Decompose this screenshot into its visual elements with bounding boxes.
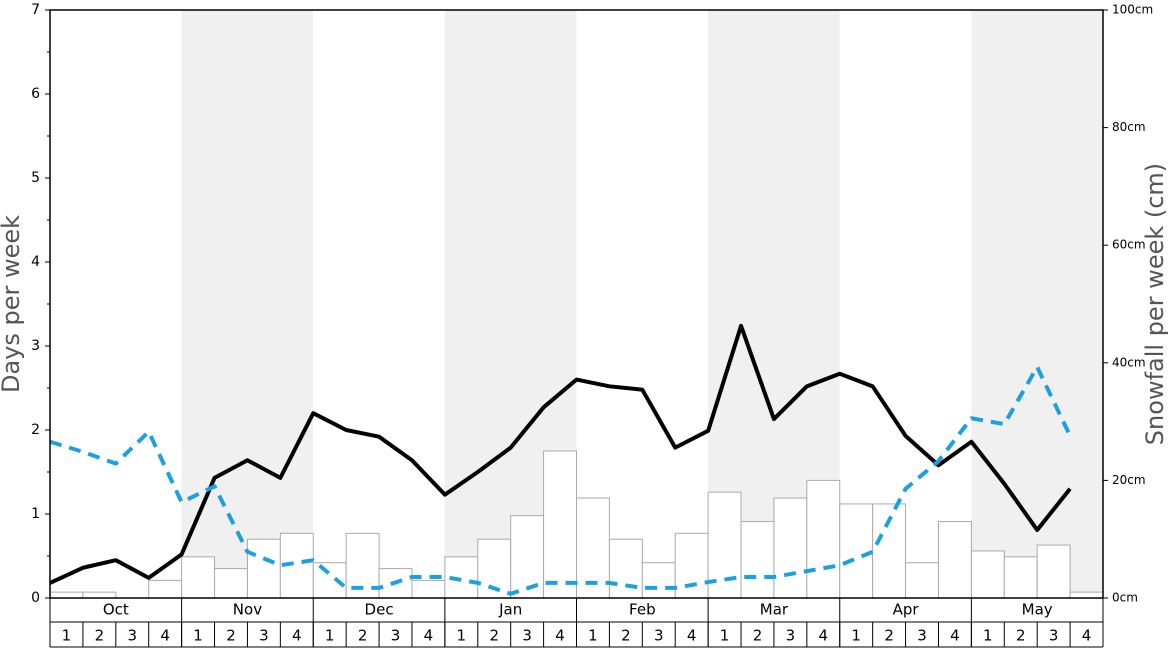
bar <box>1003 556 1038 599</box>
bar <box>806 479 841 599</box>
y-tick-label: 4 <box>31 254 40 270</box>
bar <box>82 591 117 599</box>
y2-tick-label: 80cm <box>1112 120 1146 134</box>
bar <box>49 591 84 599</box>
x-tick-label: 1 <box>62 627 72 645</box>
y-tick-label: 2 <box>31 422 40 438</box>
x-tick-label: 3 <box>522 627 532 645</box>
x-tick-label: 1 <box>193 627 203 645</box>
bar <box>148 579 183 599</box>
y-tick-label: 1 <box>31 506 40 522</box>
month-label: Feb <box>629 601 656 619</box>
month-label: Mar <box>760 601 789 619</box>
month-label: Nov <box>233 601 262 619</box>
x-tick-label: 4 <box>687 627 697 645</box>
x-tick-label: 4 <box>292 627 302 645</box>
month-label: May <box>1022 601 1053 619</box>
x-tick-label: 3 <box>391 627 401 645</box>
x-tick-label: 3 <box>786 627 796 645</box>
y-tick-label: 0 <box>31 590 40 606</box>
bar <box>839 503 874 599</box>
month-band <box>971 10 1103 598</box>
x-tick-label: 3 <box>654 627 664 645</box>
bar <box>970 550 1005 599</box>
line-series <box>49 323 1072 585</box>
y-tick-label: 6 <box>31 86 40 102</box>
y-tick-label: 5 <box>31 170 40 186</box>
x-tick-label: 3 <box>127 627 137 645</box>
bar <box>181 556 216 599</box>
x-tick-label: 3 <box>1049 627 1059 645</box>
x-tick-label: 1 <box>325 627 335 645</box>
bar <box>411 579 446 599</box>
y-tick-label: 7 <box>31 2 40 18</box>
bar <box>641 562 676 599</box>
month-label: Apr <box>893 601 920 619</box>
bar <box>674 532 709 599</box>
x-tick-label: 4 <box>160 627 170 645</box>
month-label: Jan <box>498 601 522 619</box>
month-band <box>50 10 182 598</box>
x-tick-label: 4 <box>950 627 960 645</box>
month-label: Dec <box>365 601 394 619</box>
bar <box>246 538 281 599</box>
line-series <box>49 365 1072 596</box>
bar <box>608 538 643 599</box>
bar <box>905 562 939 599</box>
x-tick-label: 4 <box>819 627 829 645</box>
y2-axis-label: Snowfall per week (cm) <box>1141 163 1168 445</box>
y2-tick-label: 40cm <box>1112 355 1146 369</box>
bar <box>740 521 775 599</box>
month-band <box>313 10 445 598</box>
x-tick-label: 2 <box>489 627 499 645</box>
bar <box>1036 544 1071 599</box>
bar <box>214 568 248 599</box>
y2-tick-label: 60cm <box>1112 238 1146 252</box>
x-tick-label: 2 <box>226 627 236 645</box>
x-tick-label: 1 <box>457 627 467 645</box>
y-axis-label: Days per week <box>0 215 25 393</box>
x-tick-label: 1 <box>588 627 598 645</box>
bar <box>312 562 347 599</box>
x-tick-label: 2 <box>621 627 631 645</box>
y2-tick-label: 20cm <box>1112 473 1146 487</box>
x-tick-label: 2 <box>358 627 368 645</box>
x-tick-label: 1 <box>720 627 730 645</box>
y-tick-label: 3 <box>31 338 40 354</box>
x-tick-label: 1 <box>983 627 993 645</box>
x-tick-label: 2 <box>753 627 763 645</box>
bar <box>510 515 545 599</box>
x-tick-label: 4 <box>1082 627 1092 645</box>
x-tick-label: 3 <box>259 627 269 645</box>
month-label: Oct <box>103 601 129 619</box>
x-tick-label: 1 <box>851 627 861 645</box>
x-tick-label: 3 <box>917 627 927 645</box>
bar <box>1069 591 1104 599</box>
bar <box>543 450 577 599</box>
month-band <box>839 10 972 598</box>
x-tick-label: 4 <box>555 627 565 645</box>
x-tick-label: 2 <box>1016 627 1026 645</box>
x-tick-label: 2 <box>95 627 105 645</box>
x-tick-label: 2 <box>884 627 894 645</box>
y2-tick-label: 100cm <box>1112 3 1153 17</box>
y2-tick-label: 0cm <box>1112 591 1138 605</box>
bar <box>937 521 972 599</box>
bar <box>773 497 808 599</box>
x-tick-label: 4 <box>424 627 434 645</box>
